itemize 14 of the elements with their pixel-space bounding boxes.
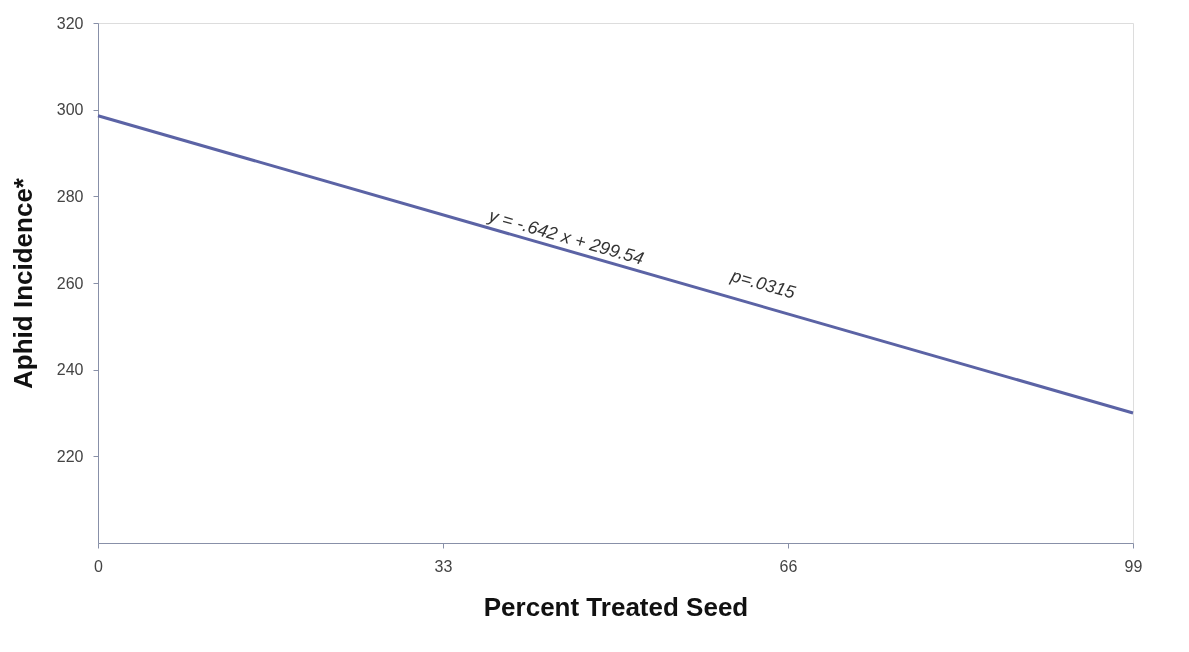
annotation: p=.0315 <box>728 265 799 303</box>
y-tick-label: 260 <box>56 274 84 292</box>
annotation: y = -.642 x + 299.54 <box>484 204 646 269</box>
y-tick-label: 220 <box>56 447 84 465</box>
x-tick-label: 99 <box>1124 557 1143 575</box>
x-tick-label: 0 <box>94 557 104 575</box>
y-tick-label: 280 <box>56 187 84 205</box>
y-tick-label: 300 <box>56 101 84 119</box>
x-tick-label: 33 <box>434 557 453 575</box>
y-tick-label: 320 <box>56 14 84 32</box>
x-tick-label: 66 <box>779 557 798 575</box>
y-axis-title: Aphid Incidence* <box>7 177 38 389</box>
y-tick-label: 240 <box>56 361 84 379</box>
x-axis-title: Percent Treated Seed <box>483 591 749 622</box>
